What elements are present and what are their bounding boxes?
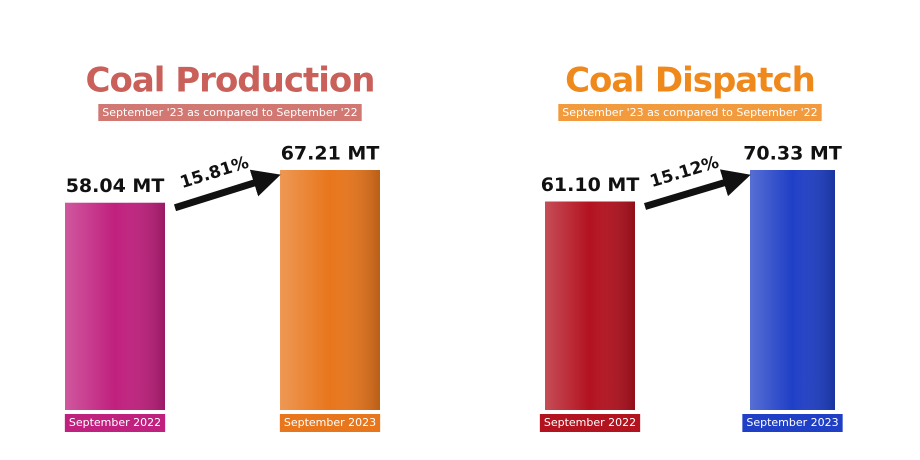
category-label: September 2022 [69, 416, 161, 429]
arrow [643, 169, 751, 210]
category-box [539, 414, 641, 432]
bar-shade [545, 201, 635, 410]
category-label: September 2023 [746, 416, 838, 429]
category-box [279, 414, 381, 432]
category-label: September 2022 [544, 416, 636, 429]
chart-title: Coal Dispatch [565, 61, 815, 101]
bar-shade [280, 170, 380, 410]
category-box [64, 414, 166, 432]
value-label: 58.04 MT [66, 175, 165, 197]
bar-shade [750, 170, 835, 410]
chart-subtitle: September '23 as compared to September '… [102, 106, 357, 119]
value-label: 67.21 MT [281, 143, 380, 165]
subtitle-box [98, 104, 362, 121]
subtitle-box [558, 104, 822, 121]
bar-shade [65, 202, 165, 410]
value-label: 70.33 MT [743, 143, 842, 165]
category-box [742, 414, 843, 432]
chart-title: Coal Production [86, 61, 375, 101]
chart-subtitle: September '23 as compared to September '… [562, 106, 817, 119]
value-label: 61.10 MT [541, 174, 640, 196]
arrow [173, 169, 281, 212]
category-label: September 2023 [284, 416, 376, 429]
